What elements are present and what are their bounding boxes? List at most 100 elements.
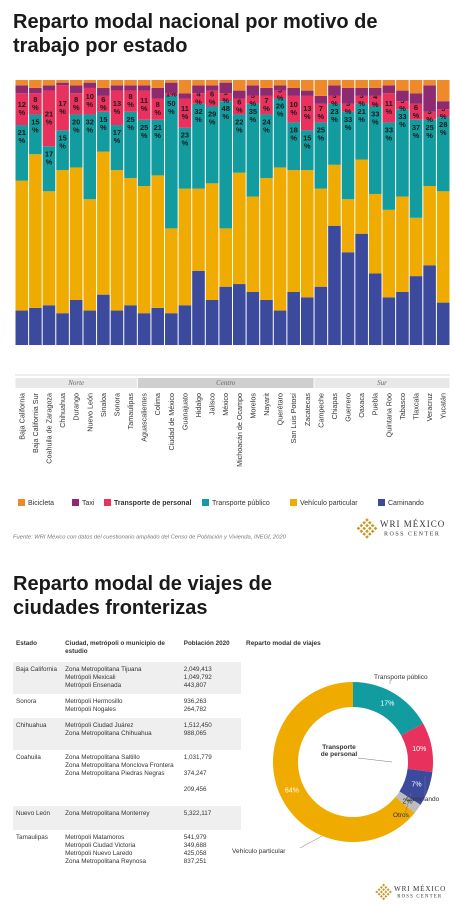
- bar-segment: [219, 93, 232, 102]
- value-label: 17%: [45, 149, 53, 166]
- x-tick-label: Querétaro: [276, 393, 285, 425]
- value-label: 17%: [58, 99, 66, 116]
- bar-segment: [273, 90, 287, 99]
- bar-segment: [29, 114, 42, 155]
- city-cell: Zona Metropolitana Monterrey: [62, 806, 181, 830]
- value-label: 21%: [45, 109, 53, 126]
- population-cell: 936,263 264,782: [181, 694, 241, 718]
- bar-segment: [151, 87, 165, 99]
- value-label: 13%: [113, 99, 121, 116]
- bar-segment: [165, 313, 178, 345]
- city-cell: Metrópoli Matamoros Metrópoli Ciudad Vict…: [62, 830, 181, 870]
- x-tick-label: Tabasco: [398, 393, 407, 420]
- donut-title: Reparto modal de viajes: [246, 640, 321, 647]
- bar-segment: [233, 172, 246, 285]
- bar-segment: [219, 228, 232, 287]
- logo-dot: [362, 532, 367, 536]
- bar-segment: [124, 90, 137, 112]
- bar-segment: [368, 106, 382, 194]
- bar-segment: [15, 180, 29, 311]
- bar-segment: [287, 122, 300, 171]
- bar-segment: [273, 98, 287, 168]
- logo-dot: [373, 526, 378, 531]
- donut-segment: [273, 682, 415, 842]
- x-tick-label: Durango: [72, 393, 81, 421]
- state-cell: Sonora: [16, 698, 37, 705]
- value-label: 15%: [99, 115, 107, 132]
- x-tick-label: Zacatecas: [303, 393, 312, 427]
- bar-segment: [423, 80, 436, 86]
- x-tick-label: Yucatán: [439, 393, 448, 419]
- bar-segment: [300, 95, 314, 131]
- logo-dot: [362, 526, 367, 531]
- legend-swatch: [18, 499, 25, 506]
- bar-segment: [56, 85, 69, 131]
- value-label: 20%: [72, 117, 80, 134]
- bar-segment: [205, 85, 219, 91]
- legend-label: Transporte público: [212, 500, 270, 507]
- city-name: Metrópoli Ensenada: [65, 682, 122, 689]
- city-name: Zona Metropolitana Saltillo: [65, 754, 140, 761]
- bar-segment: [56, 170, 69, 314]
- bar-segment: [192, 270, 205, 345]
- bar-segment: [260, 87, 273, 96]
- logo-dot: [365, 518, 369, 522]
- bar-segment: [83, 82, 97, 88]
- donut-segment: [395, 791, 421, 813]
- bar-segment: [69, 167, 83, 300]
- bar-segment: [178, 80, 192, 94]
- bar-segment: [355, 95, 368, 104]
- city-name: Metrópoli Hermosillo: [65, 698, 123, 705]
- bar-segment: [83, 80, 97, 83]
- logo-dot: [367, 520, 372, 525]
- bar-segment: [178, 93, 192, 99]
- bar-segment: [314, 122, 328, 189]
- bar-segment: [205, 106, 219, 184]
- column-header: Población 2020: [183, 640, 230, 647]
- bar-segment: [205, 183, 219, 300]
- bar-segment: [110, 170, 124, 311]
- bar-segment: [328, 85, 341, 96]
- bar-segment: [165, 80, 178, 83]
- value-label: 35%: [249, 107, 257, 124]
- bar-segment: [423, 265, 436, 345]
- bar-segment: [56, 80, 69, 83]
- value-label: 23%: [330, 107, 338, 124]
- x-tick-label: Guanajuato: [180, 393, 189, 430]
- logo-dot: [386, 892, 390, 896]
- bar-segment: [151, 175, 165, 308]
- bar-segment: [328, 225, 341, 345]
- bar-segment: [300, 130, 314, 171]
- bar-segment: [341, 252, 355, 345]
- bar-segment: [219, 80, 232, 83]
- bar-segment: [409, 119, 423, 218]
- table-row: Chihuahua Metrópoli Ciudad Juárez Zona Met…: [13, 718, 241, 750]
- donut-category-label: Transporte de personal: [320, 744, 358, 758]
- bar-segment: [42, 90, 56, 147]
- donut-svg: 17% 10% 7% 2% 64%: [273, 680, 433, 849]
- value-label: 12%: [18, 100, 26, 117]
- bar-segment: [56, 313, 69, 345]
- logo-dot: [367, 526, 372, 531]
- bar-segment: [137, 85, 151, 91]
- x-tick-label: Hidalgo: [194, 393, 203, 417]
- bar-segment: [124, 80, 137, 86]
- donut-chart: Reparto modal de viajes 17% 10% 7% 2% 64% Tr…: [232, 636, 455, 886]
- bar-segment: [260, 178, 273, 300]
- bar-segment: [300, 90, 314, 96]
- value-label: 21%: [357, 107, 365, 124]
- donut-value-label: 2%: [403, 799, 413, 806]
- bar-segment: [110, 90, 124, 126]
- bar-segment: [15, 85, 29, 94]
- bar-segment: [314, 188, 328, 287]
- logo-dot: [382, 888, 386, 892]
- donut-category-label: Transporte público: [374, 674, 428, 681]
- state-cell: Tamaulipas: [16, 834, 48, 841]
- value-label: 6%: [413, 103, 420, 120]
- bar-segment: [396, 109, 409, 197]
- value-label: 13%: [303, 104, 311, 121]
- table-row: Nuevo León Zona Metropolitana Monterrey 5,…: [13, 806, 241, 830]
- bar-segment: [396, 101, 409, 110]
